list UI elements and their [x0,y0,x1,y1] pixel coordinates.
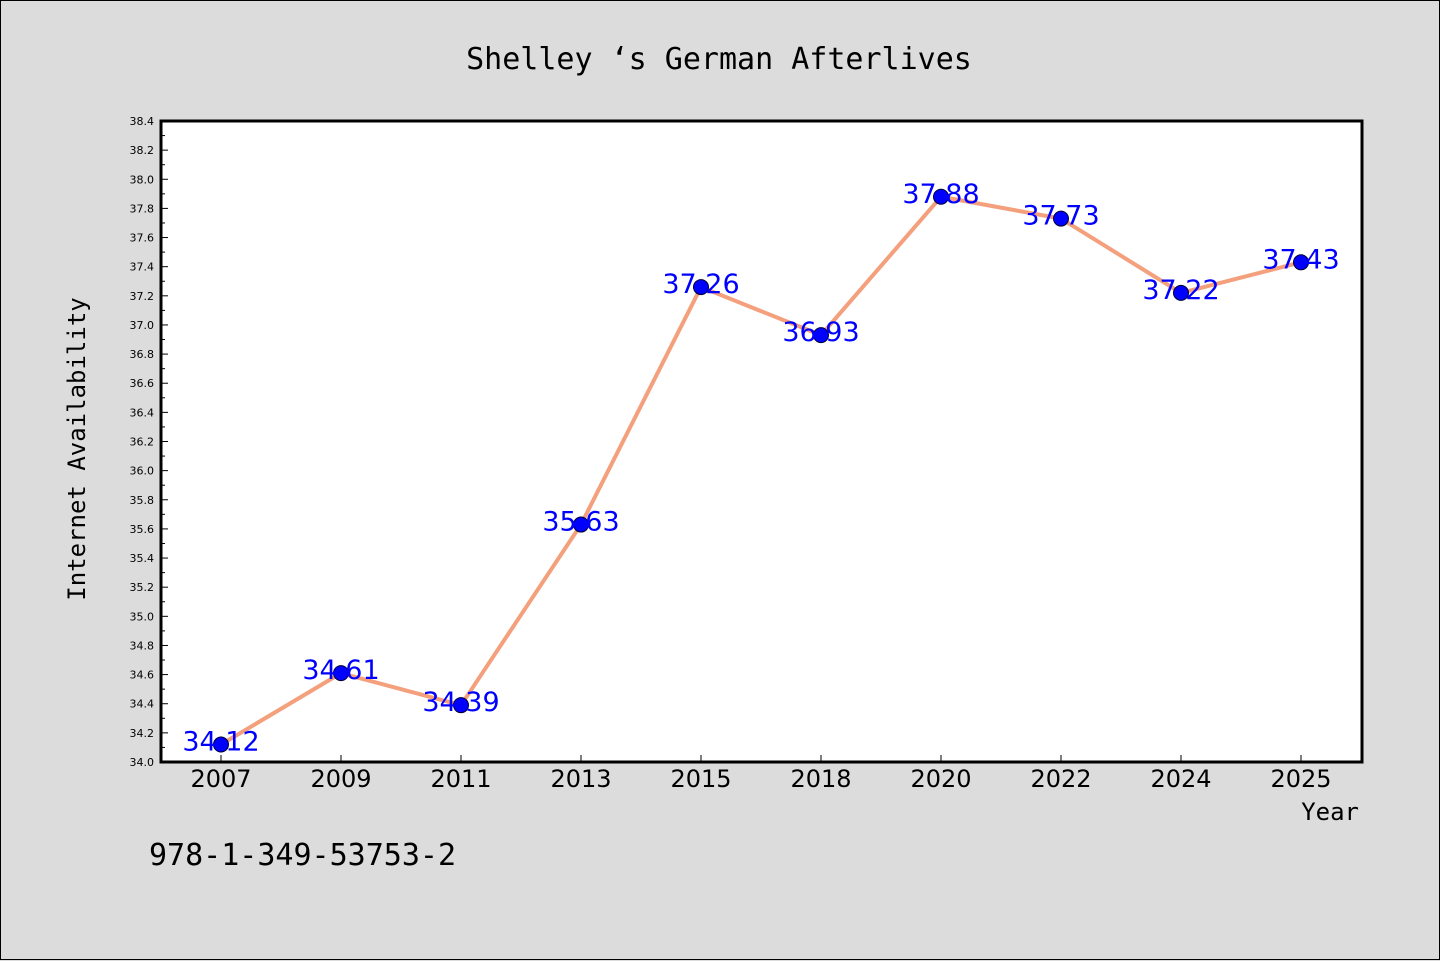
isbn-text: 978-1-349-53753-2 [149,838,456,873]
x-tick-label: 2007 [190,765,251,793]
data-label: 36.93 [782,317,859,348]
data-point [1293,254,1309,271]
data-label: 37.88 [902,179,979,210]
data-point [573,516,589,533]
y-tick-label: 36.2 [130,436,155,449]
x-tick-label: 2018 [790,765,851,793]
data-label: 37.26 [662,269,739,300]
y-tick-label: 38.4 [130,115,155,128]
x-tick-label: 2015 [670,765,731,793]
plot-area [161,121,1362,762]
data-point [813,327,829,344]
data-label: 34.39 [422,687,499,718]
chart-title: Shelley ‘s German Afterlives [466,42,972,77]
data-point [333,665,349,682]
x-axis: 2007 2009 2011 2013 2015 2018 2020 2022 2024 2025 [190,755,1332,793]
y-tick-label: 37.4 [130,261,155,274]
y-axis: 34.0 34.2 34.4 34.6 34.8 35.0 35.2 35.4 35.6 35.8… [130,115,168,769]
data-label: 35.63 [542,507,619,538]
data-label: 34.61 [302,655,379,686]
x-tick-label: 2020 [910,765,971,793]
y-tick-label: 35.4 [130,552,155,565]
data-label-group: 34.12 34.61 34.39 35.63 37.26 36.93 37.88 37.73… [182,179,1339,758]
y-tick-label: 34.0 [130,756,155,769]
data-label: 34.12 [182,727,259,758]
x-tick-label: 2024 [1150,765,1211,793]
x-tick-label: 2013 [550,765,611,793]
data-point [1173,284,1189,301]
y-tick-label: 34.4 [130,698,155,711]
data-label: 37.73 [1022,201,1099,232]
y-tick-label: 37.2 [130,290,155,303]
x-tick-label: 2022 [1030,765,1091,793]
x-tick-label: 2011 [430,765,491,793]
y-tick-label: 38.0 [130,173,155,186]
y-tick-label: 37.8 [130,202,155,215]
data-point [213,736,229,753]
x-tick-label: 2009 [310,765,371,793]
series-line [219,194,1303,747]
data-point [453,697,469,714]
y-tick-label: 36.8 [130,348,155,361]
y-axis-label: Internet Availability [63,297,91,600]
x-tick-label: 2025 [1270,765,1331,793]
y-tick-label: 36.4 [130,406,155,419]
y-tick-label: 37.0 [130,319,155,332]
y-tick-label: 35.8 [130,494,155,507]
y-tick-label: 34.8 [130,639,155,652]
y-tick-label: 35.2 [130,581,155,594]
y-tick-label: 34.2 [130,727,155,740]
x-axis-label: Year [1301,798,1359,826]
data-point [693,279,709,296]
y-tick-label: 36.0 [130,465,155,478]
data-label: 37.22 [1142,275,1219,306]
data-label: 37.43 [1262,244,1339,275]
y-tick-label: 34.6 [130,669,155,682]
marker-group [213,188,1309,753]
plot-border [159,119,1364,764]
y-tick-label: 37.6 [130,232,155,245]
series-line-group [219,194,1303,747]
data-point [1053,210,1069,227]
y-tick-label: 35.6 [130,523,155,536]
y-tick-label: 38.2 [130,144,155,157]
y-tick-label: 35.0 [130,610,155,623]
y-tick-label: 36.6 [130,377,155,390]
data-point [933,188,949,205]
